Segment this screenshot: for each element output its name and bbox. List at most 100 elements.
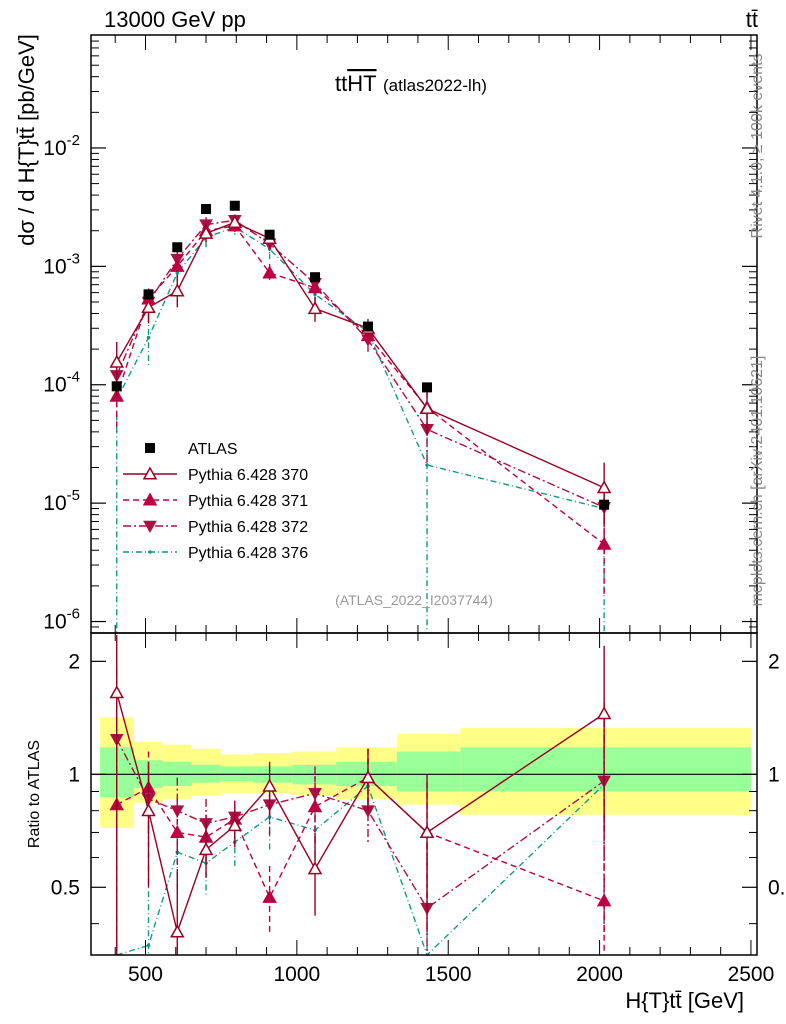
legend-entry-p371: Pythia 6.428 371	[123, 492, 308, 510]
ratio-line-p372	[116, 738, 605, 910]
ratio-line-p370	[116, 692, 605, 935]
ratio-y-tick-label-right: 2	[768, 650, 780, 673]
point-data	[201, 204, 212, 215]
ratio-band-green	[396, 751, 461, 792]
legend-label: ATLAS	[188, 441, 238, 458]
ratio-point-p371	[170, 824, 185, 838]
y-tick-label: 10-3	[43, 250, 80, 278]
x-tick-label: 1000	[273, 963, 320, 986]
series-p371	[109, 218, 612, 598]
legend-label: Pythia 6.428 371	[188, 493, 308, 510]
ratio-series-p370	[109, 635, 612, 955]
legend-label: Pythia 6.428 372	[188, 519, 308, 536]
ratio-point-p371	[596, 893, 612, 907]
inner-title-bar: HT	[347, 71, 376, 96]
point-p370	[141, 299, 156, 313]
series-line-p371	[116, 225, 605, 545]
x-tick-label: 2500	[728, 963, 775, 986]
point-data	[264, 229, 275, 240]
ratio-y-tick-label: 2	[68, 650, 80, 673]
point-p370	[596, 480, 612, 494]
side-text-mcplots: mcplots.cern.ch [arXiv:2401.10621]	[749, 356, 766, 607]
series-p370	[109, 214, 612, 526]
xlabel: H{T}tt̄ [GeV]	[625, 988, 744, 1013]
ratio-point-p371	[262, 889, 277, 903]
point-p370	[307, 301, 323, 315]
series-line-p376	[116, 226, 605, 510]
series-line-p372	[116, 219, 605, 509]
ratio-point-p376	[146, 943, 151, 948]
point-p371	[307, 280, 323, 294]
ratio-band-green	[220, 766, 253, 781]
ratio-y-tick-label: 1	[68, 763, 80, 786]
point-data	[310, 272, 321, 283]
ratio-point-p370	[170, 924, 185, 938]
ratio-y-tick-label: 0.5	[51, 876, 80, 899]
ratio-point-p370	[307, 861, 323, 875]
point-data	[229, 200, 240, 211]
legend-entry-p370: Pythia 6.428 370	[123, 466, 308, 484]
main-ylabel: dσ / d H{T}tt̄ [pb/GeV]	[14, 34, 39, 246]
ratio-frame	[90, 632, 758, 956]
ratio-line-p371	[116, 776, 605, 902]
ratio-point-p371	[307, 799, 323, 813]
legend-entry-data: ATLAS	[145, 441, 238, 458]
series-p372	[109, 214, 611, 556]
legend-marker	[142, 466, 158, 480]
ratio-point-p370	[109, 685, 125, 699]
legend: ATLAS Pythia 6.428 370 Pythia 6.428 371 Pyt…	[123, 441, 308, 562]
x-tick-label: 1500	[425, 963, 472, 986]
inner-title: ttHT (atlas2022-lh)	[335, 71, 487, 96]
legend-label: Pythia 6.428 376	[188, 545, 308, 562]
ratio-line-p376	[116, 783, 605, 957]
ratio-point-p370	[419, 824, 435, 838]
legend-marker	[143, 520, 157, 534]
legend-entry-p372: Pythia 6.428 372	[123, 519, 308, 536]
y-tick-label: 10-4	[43, 369, 80, 397]
header-left: 13000 GeV pp	[104, 7, 246, 32]
point-p376	[425, 463, 429, 467]
svg-text:ttHT: ttHT	[335, 71, 377, 96]
ratio-point-p370	[360, 770, 376, 784]
header-right: tt̄	[746, 7, 758, 32]
legend-marker	[148, 550, 152, 554]
point-data	[172, 242, 183, 253]
point-p371	[170, 258, 185, 272]
point-data	[362, 321, 373, 332]
ratio-point-p370	[141, 803, 156, 817]
legend-marker	[145, 443, 155, 453]
point-p370	[419, 400, 435, 415]
point-p370	[170, 283, 185, 297]
inner-subtitle: (atlas2022-lh)	[383, 76, 487, 95]
point-p376	[175, 271, 180, 275]
inner-title-main: tt	[335, 71, 347, 96]
point-p376	[146, 335, 151, 340]
y-tick-label: 10-5	[43, 487, 80, 515]
side-text-rivet: Rivet 4.1.0, ≥ 100k events	[749, 54, 766, 239]
point-data	[111, 381, 122, 392]
ratio-y-tick-label-right: 1	[768, 763, 780, 786]
ratio-point-p370	[596, 706, 612, 720]
point-p370	[198, 225, 214, 239]
point-data	[422, 382, 433, 393]
analysis-id: (ATLAS_2022_I2037744)	[335, 592, 493, 608]
legend-entry-p376: Pythia 6.428 376	[123, 545, 308, 562]
ratio-y-tick-label-right: 0.5	[768, 876, 786, 899]
y-tick-label: 10-2	[43, 132, 80, 160]
main-plot: 10-6 10-5 10-4 10-3 10-2	[43, 34, 758, 634]
x-tick-label: 2000	[576, 963, 623, 986]
point-data	[143, 289, 154, 300]
ratio-point-p370	[198, 842, 214, 856]
series-data	[111, 200, 610, 510]
ratio-point-p370	[227, 818, 243, 832]
ratio-ylabel: Ratio to ATLAS	[26, 740, 43, 848]
point-p376	[313, 292, 317, 297]
y-tick-label: 10-6	[43, 606, 80, 634]
ratio-plot: 0.50.511225001000150020002500	[51, 632, 786, 986]
point-p371	[596, 536, 612, 550]
legend-label: Pythia 6.428 370	[188, 467, 308, 484]
point-p370	[109, 354, 125, 368]
point-data	[599, 499, 610, 510]
series-p376	[114, 220, 606, 633]
